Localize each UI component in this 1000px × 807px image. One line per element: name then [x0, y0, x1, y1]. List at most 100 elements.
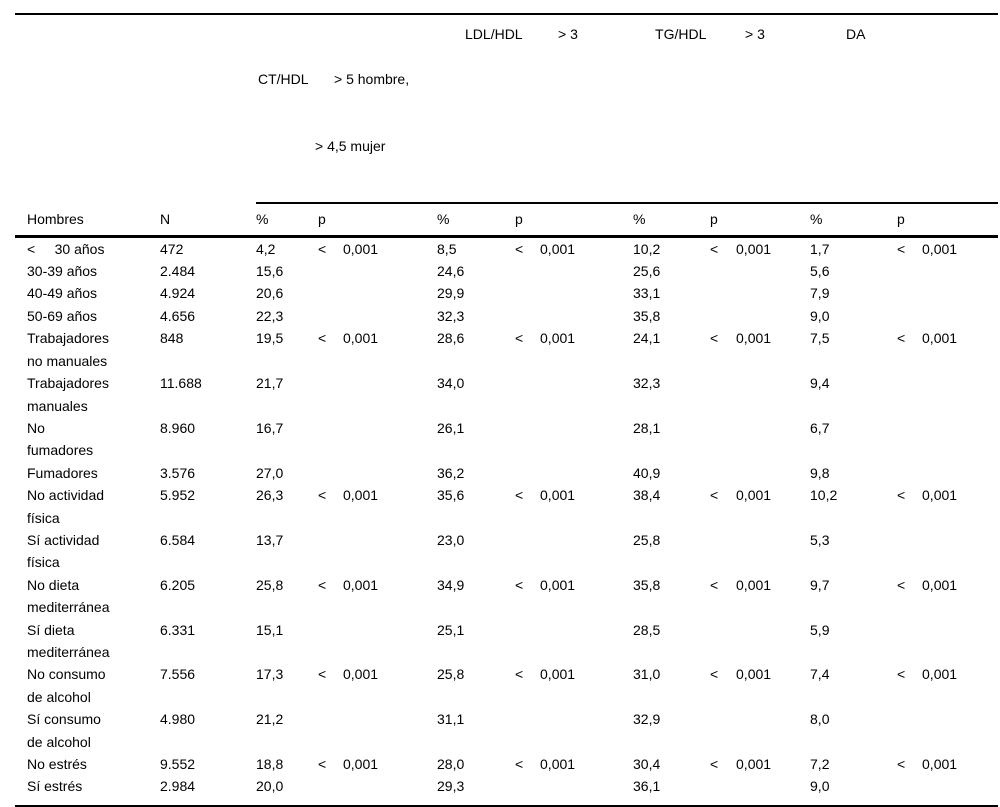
- p-sign: [897, 417, 922, 462]
- pct-value: 19,5: [256, 330, 284, 347]
- n-value: 4.980: [160, 711, 196, 728]
- pct-value: 20,0: [256, 778, 284, 795]
- p-value: [736, 619, 810, 664]
- row-label: No estrés: [27, 756, 87, 772]
- table-row: 50-69 años 4.656 22,3 32,3 35,8 9,0: [15, 305, 998, 327]
- p-sign: [515, 417, 540, 462]
- n-value: 2.484: [160, 263, 196, 280]
- pct-value: 18,8: [256, 756, 284, 772]
- p-sign: [318, 282, 343, 304]
- pct-value: 28,5: [633, 621, 661, 638]
- group-threshold-ct-hdl-line2: > 4,5 mujer: [315, 138, 386, 155]
- p-value: 0,001: [343, 487, 379, 504]
- p-value: 0,001: [540, 330, 576, 347]
- pct-header: %: [256, 203, 318, 238]
- p-sign: <: [897, 576, 906, 593]
- pct-value: 13,7: [256, 531, 284, 548]
- table-row: No estrés 9.552 18,8 < 0,001 28,0 < 0,00…: [15, 753, 998, 775]
- p-header: p: [318, 203, 438, 238]
- pct-value: 24,6: [437, 263, 465, 280]
- table-row: No fumadores 8.960 16,7 26,1 28,1 6,7: [15, 417, 998, 462]
- column-header-row: Hombres N % p % p % p % p: [15, 203, 999, 238]
- pct-header: %: [633, 203, 711, 238]
- p-value: [343, 305, 437, 327]
- table-row: Trabajadores no manuales 848 19,5 < 0,00…: [15, 327, 998, 372]
- pct-value: 17,3: [256, 666, 284, 683]
- p-value: [540, 417, 633, 462]
- p-value: [540, 372, 633, 417]
- pct-value: 10,2: [810, 487, 838, 504]
- group-header-ct-hdl: CT/HDL > 5 hombre, > 4,5 mujer: [256, 12, 438, 205]
- pct-value: 15,6: [256, 263, 284, 280]
- p-sign: [710, 708, 736, 753]
- p-sign: [897, 305, 922, 327]
- pct-value: 7,2: [810, 756, 830, 772]
- p-sign: [710, 282, 736, 304]
- p-value: [343, 708, 437, 753]
- p-sign: [710, 305, 736, 327]
- table-row: Sí estrés 2.984 20,0 29,3 36,1 9,0: [15, 775, 998, 805]
- pct-value: 9,8: [810, 464, 830, 481]
- pct-value: 36,1: [633, 778, 661, 795]
- row-label: No consumo de alcohol: [27, 666, 106, 705]
- pct-value: 7,4: [810, 666, 830, 683]
- row-label: No actividad física: [27, 487, 105, 526]
- p-sign: [318, 775, 343, 805]
- p-sign: [515, 775, 540, 805]
- p-sign: [897, 260, 922, 282]
- p-value: [922, 775, 998, 805]
- p-value: [540, 305, 633, 327]
- pct-value: 5,6: [810, 263, 830, 280]
- pct-value: 34,0: [437, 375, 465, 392]
- p-sign: <: [515, 576, 524, 593]
- n-value: 6.205: [160, 576, 196, 593]
- p-value: 0,001: [343, 756, 379, 772]
- pct-value: 4,2: [256, 240, 276, 257]
- p-value: 0,001: [540, 240, 576, 257]
- pct-value: 22,3: [256, 307, 284, 324]
- p-value: [540, 529, 633, 574]
- p-value: 0,001: [922, 756, 958, 772]
- p-value: [540, 260, 633, 282]
- pct-value: 6,7: [810, 419, 830, 436]
- p-sign: <: [515, 330, 524, 347]
- p-value: [922, 305, 998, 327]
- p-sign: <: [318, 240, 327, 257]
- p-sign: [515, 462, 540, 484]
- p-sign: <: [710, 487, 719, 504]
- p-sign: [318, 417, 343, 462]
- group-header-da: DA: [810, 12, 999, 205]
- p-value: [736, 260, 810, 282]
- p-sign: [710, 260, 736, 282]
- pct-value: 8,0: [810, 711, 830, 728]
- group-header-spacer: [15, 12, 256, 204]
- group-header-row: CT/HDL > 5 hombre, > 4,5 mujer LDL/HDL > 3…: [15, 12, 999, 205]
- p-value: 0,001: [540, 666, 576, 683]
- pct-value: 9,4: [810, 375, 830, 392]
- row-label: No dieta mediterránea: [27, 576, 110, 616]
- n-value: 848: [160, 330, 184, 347]
- p-sign: [710, 462, 736, 484]
- row-label: 40-49 años: [27, 285, 98, 302]
- p-sign: [897, 372, 922, 417]
- p-sign: <: [897, 487, 906, 504]
- row-label: < 30 años: [27, 240, 105, 257]
- p-value: [343, 775, 437, 805]
- group-name-ldl-hdl: LDL/HDL: [465, 26, 523, 42]
- pct-value: 5,3: [810, 531, 830, 548]
- pct-value: 23,0: [437, 531, 465, 548]
- pct-value: 31,1: [437, 711, 465, 728]
- row-label: Sí estrés: [27, 778, 83, 795]
- pct-value: 26,1: [437, 419, 465, 436]
- group-name-tg-hdl: TG/HDL: [655, 26, 707, 42]
- p-value: 0,001: [736, 330, 772, 347]
- p-value: [922, 282, 998, 304]
- p-value: [922, 529, 998, 574]
- p-sign: [515, 372, 540, 417]
- pct-value: 25,8: [437, 666, 465, 683]
- pct-value: 5,9: [810, 621, 830, 638]
- p-value: [736, 282, 810, 304]
- p-sign: <: [515, 666, 524, 683]
- p-value: 0,001: [922, 487, 958, 504]
- p-sign: <: [318, 666, 327, 683]
